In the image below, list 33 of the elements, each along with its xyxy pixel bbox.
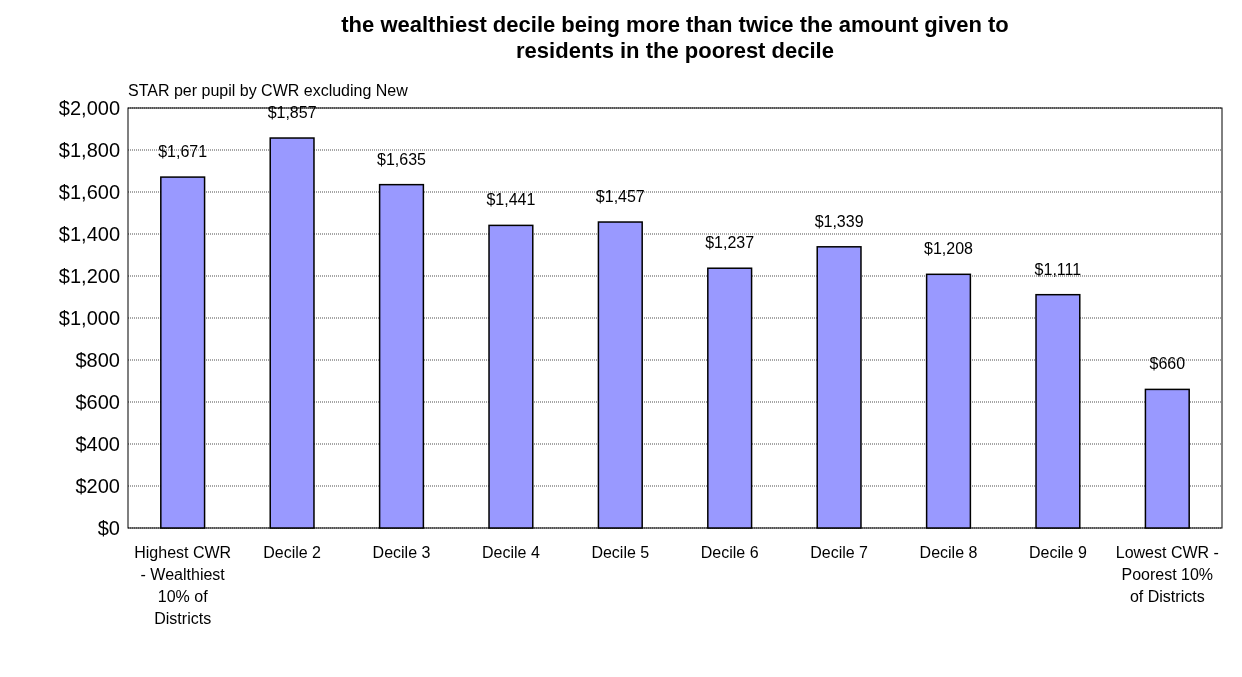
data-label: $1,441 bbox=[486, 191, 536, 209]
x-tick-label: Decile 8 bbox=[919, 544, 978, 561]
y-tick-label: $400 bbox=[75, 433, 120, 455]
data-label: $1,857 bbox=[267, 104, 317, 122]
x-tick-label: Highest CWR - Wealthiest 10% of Districts bbox=[134, 544, 232, 627]
x-tick-label: Decile 6 bbox=[700, 544, 759, 561]
data-label: $1,111 bbox=[1034, 260, 1082, 278]
y-tick-label: $0 bbox=[97, 517, 120, 539]
data-label: $1,635 bbox=[377, 150, 427, 168]
x-tick-label: Decile 9 bbox=[1028, 544, 1087, 561]
x-tick-label: Decile 5 bbox=[591, 544, 650, 561]
y-tick-label: $800 bbox=[75, 349, 120, 371]
data-label: $1,339 bbox=[814, 212, 864, 230]
data-label: $660 bbox=[1149, 355, 1186, 373]
x-tick-label: Decile 4 bbox=[481, 544, 540, 561]
y-tick-label: $1,600 bbox=[58, 181, 120, 203]
chart-subtitle: STAR per pupil by CWR excluding New bbox=[128, 82, 409, 99]
data-label: $1,457 bbox=[595, 188, 645, 206]
data-label: $1,208 bbox=[924, 240, 974, 258]
data-label: $1,237 bbox=[705, 234, 755, 252]
y-tick-label: $1,400 bbox=[58, 223, 120, 245]
chart-title: the wealthiest decile being more than twice the amount given to residents in the poorest decile bbox=[341, 12, 1009, 63]
y-tick-label: $2,000 bbox=[58, 97, 120, 119]
data-label: $1,671 bbox=[158, 143, 208, 161]
x-tick-label: Decile 3 bbox=[372, 544, 431, 561]
x-tick-label: Decile 2 bbox=[263, 544, 322, 561]
y-tick-label: $1,200 bbox=[58, 265, 120, 287]
y-tick-label: $200 bbox=[75, 475, 120, 497]
y-tick-label: $600 bbox=[75, 391, 120, 413]
x-tick-label: Lowest CWR - Poorest 10% of Districts bbox=[1115, 544, 1219, 605]
y-tick-label: $1,800 bbox=[58, 139, 120, 161]
y-tick-label: $1,000 bbox=[58, 307, 120, 329]
x-tick-label: Decile 7 bbox=[810, 544, 869, 561]
